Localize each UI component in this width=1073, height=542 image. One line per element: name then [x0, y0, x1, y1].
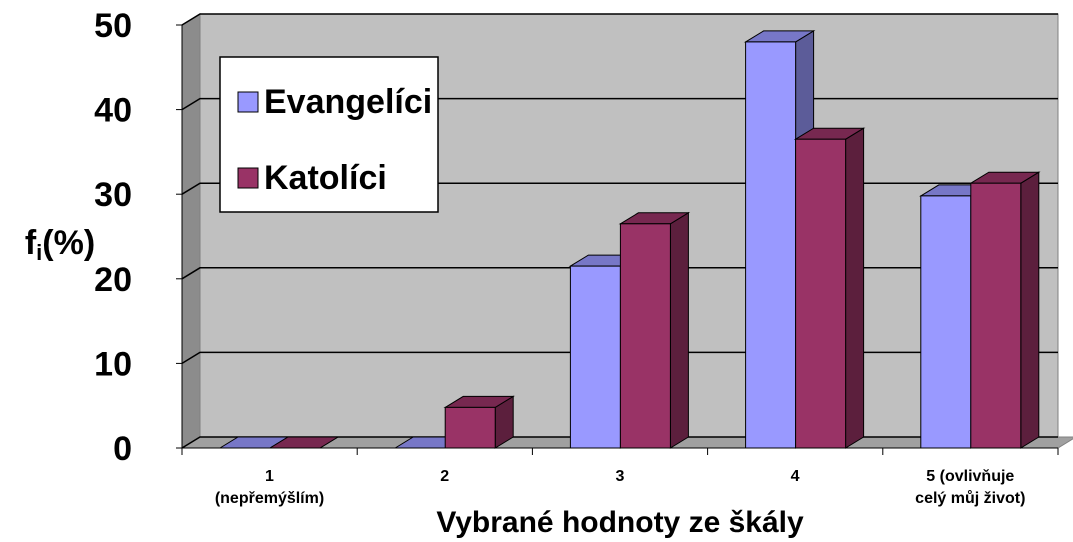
bar-front: [795, 138, 847, 449]
bar-front: [920, 195, 972, 449]
y-tick-label: 20: [94, 261, 132, 299]
y-label-sub: i: [36, 240, 42, 265]
y-axis-label: fi(%): [25, 224, 95, 265]
x-axis-label: Vybrané hodnoty ze škály: [436, 506, 804, 539]
legend-label: Evangelíci: [264, 83, 432, 121]
y-tick-label: 10: [94, 345, 132, 383]
x-tick-label: 5 (ovlivňuje celý můj život): [915, 468, 1026, 507]
bar-front: [619, 223, 671, 449]
grid-line: [181, 13, 1058, 26]
y-label-part: f: [25, 224, 37, 262]
x-tick-label: 3: [615, 468, 625, 485]
y-tick-label: 40: [94, 92, 132, 130]
side-wall: [181, 13, 201, 449]
bar: [618, 211, 691, 449]
bar: [793, 127, 866, 449]
bar: [969, 171, 1041, 449]
x-tick-label: 1 (nepřemýšlím): [214, 468, 325, 507]
x-tick-label: 2: [440, 468, 450, 485]
bar: [443, 395, 515, 449]
legend-label: Katolíci: [264, 159, 387, 197]
legend-swatch: [237, 91, 259, 113]
bar-side: [845, 127, 865, 449]
bar-front: [569, 265, 621, 449]
bar-front: [745, 41, 797, 449]
y-tick-label: 50: [94, 7, 132, 45]
bar-side: [1020, 171, 1040, 449]
bar-front: [970, 182, 1022, 449]
bar-front: [444, 406, 496, 449]
x-tick-label: 4: [790, 468, 800, 485]
bar-top: [268, 436, 340, 449]
y-tick-label: 30: [94, 176, 132, 214]
bar: [268, 436, 340, 449]
y-tick-label: 0: [113, 430, 132, 468]
legend-swatch: [237, 167, 259, 189]
y-label-part: (%): [42, 224, 95, 262]
bar-side: [669, 211, 689, 449]
